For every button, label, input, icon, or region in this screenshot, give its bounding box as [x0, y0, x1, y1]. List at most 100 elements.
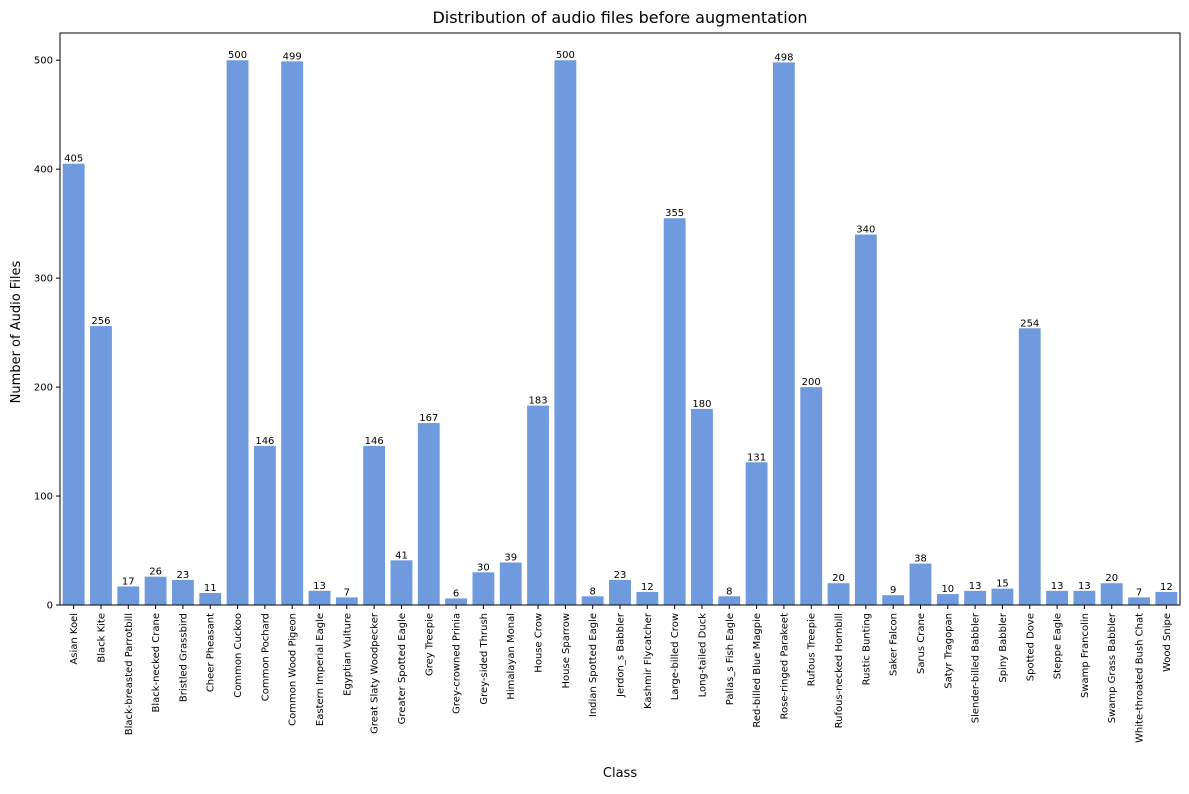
bar-value-label: 183 [529, 396, 548, 407]
bar-value-label: 23 [614, 570, 627, 581]
bar [417, 423, 440, 605]
bar [1100, 583, 1123, 605]
x-tick-label: Steppe Eagle [1053, 613, 1064, 679]
bar [636, 591, 659, 605]
x-tick-label: Black Kite [96, 613, 107, 663]
x-tick-label: House Crow [534, 613, 545, 673]
x-tick-label: Rufous-necked Hornbill [834, 613, 845, 728]
y-tick-label: 300 [34, 274, 53, 285]
bar-value-label: 39 [504, 553, 517, 564]
bar-value-label: 405 [64, 154, 83, 165]
value-labels-group: 405 256 17 26 23 11 500 146 499 13 7 146 41 167 6 30 39 1… [64, 50, 1173, 599]
x-tick-label: Black-breasted Parrotbill [124, 613, 135, 735]
bar [363, 445, 386, 605]
x-tick-label: Pallas_s Fish Eagle [725, 613, 736, 705]
bar-value-label: 256 [91, 316, 110, 327]
bar [718, 596, 741, 605]
bar-value-label: 12 [641, 582, 654, 593]
bar [1073, 590, 1096, 605]
bar-value-label: 20 [832, 573, 845, 584]
x-tick-label: Grey Treepie [424, 613, 435, 676]
bar-value-label: 20 [1105, 573, 1118, 584]
bar-value-label: 180 [692, 399, 711, 410]
chart-title: Distribution of audio files before augme… [432, 8, 807, 27]
x-tick-label: Cheer Pheasant [206, 613, 217, 692]
bar [1046, 590, 1068, 605]
bar [827, 583, 850, 605]
bar-value-label: 23 [177, 570, 190, 581]
x-tick-label: Jerdon_s Babbler [616, 612, 627, 698]
bar-value-label: 500 [556, 50, 575, 61]
x-tick-label: Spiny Babbler [998, 612, 1009, 683]
bar-value-label: 355 [665, 208, 684, 219]
x-tick-label: Common Wood Pigeon [288, 613, 299, 726]
bar [1018, 328, 1041, 605]
x-tick-label: House Sparrow [561, 613, 572, 688]
x-tick-label: Great Slaty Woodpecker [370, 612, 381, 734]
bar [335, 597, 358, 605]
x-tick-label: Satyr Tragopan [943, 613, 954, 689]
bar [609, 579, 631, 605]
x-tick-label: Rufous Treepie [807, 613, 818, 686]
x-tick-label: Long-tailed Duck [697, 613, 708, 698]
bar-value-label: 131 [747, 452, 766, 463]
x-tick-label: Grey-sided Thrush [479, 613, 490, 705]
bar [554, 60, 577, 605]
x-tick-label: Wood Snipe [1162, 613, 1173, 672]
bar-value-label: 30 [477, 562, 490, 573]
bar [390, 560, 413, 605]
bar-value-label: 499 [283, 51, 302, 62]
x-tick-label: Sarus Crane [916, 613, 927, 674]
bars-group [62, 60, 1178, 606]
x-tick-label: Red-billed Blue Magpie [752, 613, 763, 728]
bar [936, 594, 959, 605]
bar-value-label: 7 [344, 587, 350, 598]
bar-value-label: 498 [774, 52, 793, 63]
bar-value-label: 254 [1020, 318, 1039, 329]
bar [991, 588, 1014, 605]
x-tick-label: White-throated Bush Chat [1135, 613, 1146, 743]
bar [800, 387, 823, 605]
bar-value-label: 13 [313, 581, 326, 592]
bar-value-label: 41 [395, 550, 408, 561]
bar [199, 593, 222, 605]
bar [1155, 591, 1178, 605]
bar-value-label: 38 [914, 554, 927, 565]
bar [144, 576, 167, 605]
bar [445, 598, 468, 605]
bar-value-label: 26 [149, 567, 162, 578]
bar [663, 218, 686, 605]
x-tick-label: Common Cuckoo [233, 613, 244, 698]
bar-value-label: 17 [122, 576, 135, 587]
x-tick-label: Saker Falcon [889, 613, 900, 676]
x-tick-label: Greater Spotted Eagle [397, 613, 408, 724]
bar-value-label: 15 [996, 579, 1009, 590]
bar-value-label: 11 [204, 583, 217, 594]
bar [308, 590, 331, 605]
bar [281, 61, 304, 605]
bar [117, 586, 140, 605]
bar-value-label: 13 [1051, 581, 1064, 592]
bar [772, 62, 795, 606]
x-tick-label: Swamp Grass Babbler [1107, 612, 1118, 723]
bar [745, 462, 768, 605]
bar-value-label: 340 [856, 225, 875, 236]
y-tick-label: 0 [47, 601, 53, 612]
y-tick-label: 400 [34, 165, 53, 176]
x-tick-label: Eastern Imperial Eagle [315, 613, 326, 726]
bar [964, 590, 987, 605]
y-axis-ticks: 0 100 200 300 400 500 [34, 56, 60, 612]
bar-value-label: 8 [726, 586, 732, 597]
x-tick-label: Grey-crowned Prinia [452, 613, 463, 714]
x-axis-ticks: Asian Koel Black Kite Black-breasted Parro… [69, 605, 1173, 743]
x-tick-label: Slender-billed Babbler [971, 612, 982, 723]
bar [882, 595, 905, 605]
bar [172, 579, 194, 605]
bar [499, 562, 522, 605]
y-axis-label: Number of Audio Files [9, 260, 24, 403]
bar [472, 572, 495, 605]
bar [62, 163, 85, 605]
bar [527, 405, 549, 605]
